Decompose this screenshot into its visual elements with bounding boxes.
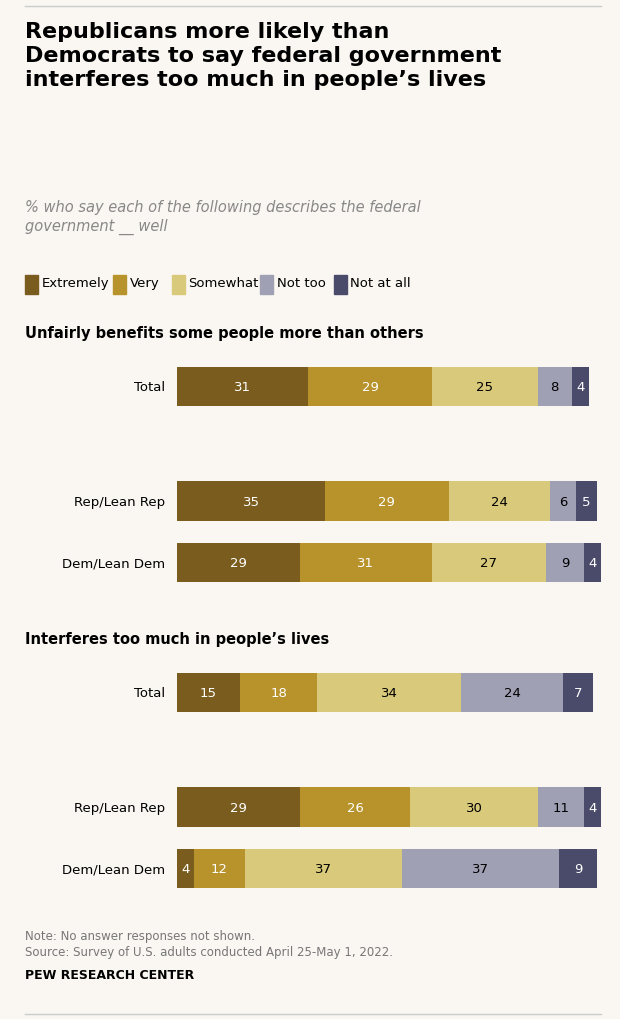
Text: 37: 37 — [315, 862, 332, 875]
Bar — [402, 849, 559, 889]
Bar — [245, 849, 402, 889]
Text: 12: 12 — [211, 862, 228, 875]
Text: 4: 4 — [589, 556, 597, 570]
Text: 37: 37 — [472, 862, 489, 875]
Text: Republicans more likely than
Democrats to say federal government
interferes too : Republicans more likely than Democrats t… — [25, 22, 501, 91]
Text: 35: 35 — [242, 495, 260, 508]
Bar — [317, 673, 461, 713]
Text: PEW RESEARCH CENTER: PEW RESEARCH CENTER — [25, 968, 194, 981]
Text: 4: 4 — [589, 801, 597, 814]
Bar — [576, 482, 597, 522]
Text: Extremely: Extremely — [42, 277, 109, 289]
Bar — [546, 543, 585, 583]
Bar — [177, 543, 300, 583]
Text: 8: 8 — [551, 381, 559, 393]
Text: 4: 4 — [181, 862, 189, 875]
Text: 29: 29 — [230, 556, 247, 570]
Text: 34: 34 — [381, 687, 397, 699]
Text: Rep/Lean Rep: Rep/Lean Rep — [74, 801, 166, 814]
Text: Not too: Not too — [277, 277, 326, 289]
Text: 24: 24 — [491, 495, 508, 508]
Bar — [432, 367, 538, 407]
Text: 15: 15 — [200, 687, 217, 699]
Bar — [538, 788, 585, 827]
Text: 4: 4 — [576, 381, 585, 393]
Text: 27: 27 — [480, 556, 497, 570]
Bar — [177, 673, 241, 713]
Text: 7: 7 — [574, 687, 582, 699]
Bar — [585, 543, 601, 583]
Bar — [300, 788, 410, 827]
Bar — [177, 849, 193, 889]
Bar — [551, 482, 576, 522]
Text: 11: 11 — [552, 801, 570, 814]
Bar — [538, 367, 572, 407]
Text: 6: 6 — [559, 495, 567, 508]
Text: 31: 31 — [357, 556, 374, 570]
Bar — [572, 367, 588, 407]
Text: Total: Total — [135, 687, 166, 699]
Text: 5: 5 — [582, 495, 591, 508]
Text: Somewhat: Somewhat — [188, 277, 259, 289]
Bar — [559, 849, 597, 889]
Text: Rep/Lean Rep: Rep/Lean Rep — [74, 495, 166, 508]
Bar — [563, 673, 593, 713]
Bar — [177, 367, 308, 407]
Text: 30: 30 — [466, 801, 482, 814]
Bar — [432, 543, 546, 583]
Bar — [177, 482, 326, 522]
Text: Dem/Lean Dem: Dem/Lean Dem — [63, 862, 166, 875]
Text: Unfairly benefits some people more than others: Unfairly benefits some people more than … — [25, 326, 423, 340]
Text: Note: No answer responses not shown.: Note: No answer responses not shown. — [25, 929, 255, 943]
Text: 29: 29 — [361, 381, 378, 393]
Bar — [308, 367, 432, 407]
Bar — [177, 788, 300, 827]
Bar — [193, 849, 245, 889]
Text: Very: Very — [130, 277, 159, 289]
Bar — [410, 788, 538, 827]
Text: 29: 29 — [230, 801, 247, 814]
Bar — [448, 482, 551, 522]
Text: Dem/Lean Dem: Dem/Lean Dem — [63, 556, 166, 570]
Text: Source: Survey of U.S. adults conducted April 25-May 1, 2022.: Source: Survey of U.S. adults conducted … — [25, 945, 393, 958]
Text: 9: 9 — [574, 862, 582, 875]
Text: 29: 29 — [378, 495, 396, 508]
Text: Not at all: Not at all — [350, 277, 411, 289]
Text: 9: 9 — [561, 556, 570, 570]
Text: Interferes too much in people’s lives: Interferes too much in people’s lives — [25, 632, 329, 646]
Text: 25: 25 — [476, 381, 493, 393]
Text: 31: 31 — [234, 381, 251, 393]
Text: 24: 24 — [504, 687, 521, 699]
Text: % who say each of the following describes the federal
government __ well: % who say each of the following describe… — [25, 200, 420, 234]
Bar — [326, 482, 448, 522]
Bar — [585, 788, 601, 827]
Bar — [300, 543, 432, 583]
Bar — [241, 673, 317, 713]
Text: 26: 26 — [347, 801, 363, 814]
Text: 18: 18 — [270, 687, 287, 699]
Bar — [461, 673, 563, 713]
Text: Total: Total — [135, 381, 166, 393]
